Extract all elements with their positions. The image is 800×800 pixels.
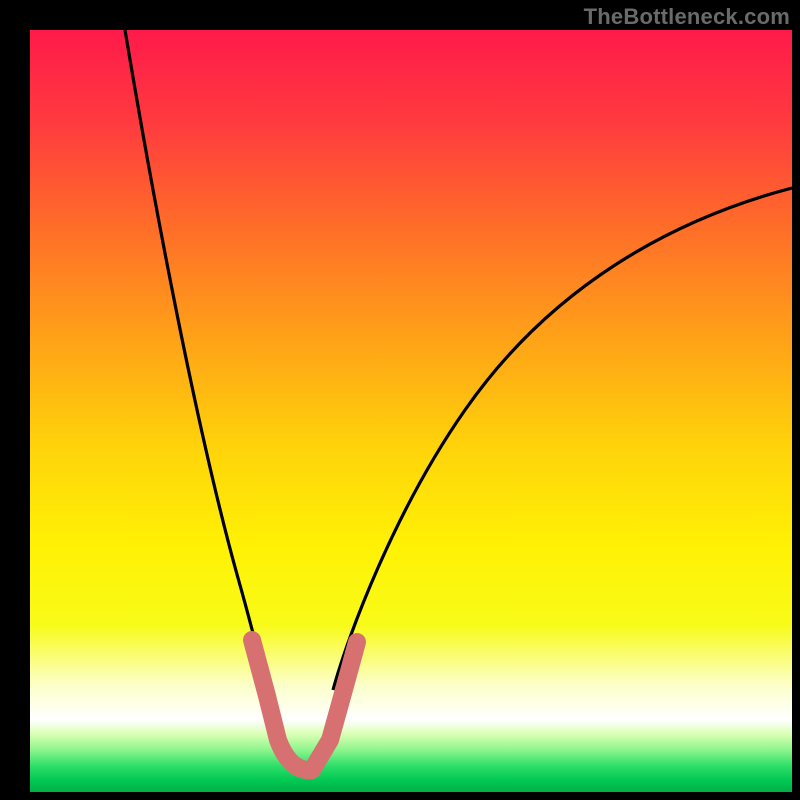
highlight-dot [322,732,338,748]
highlight-dot [337,678,353,694]
bottleneck-curve [125,30,792,690]
highlight-dot [270,732,286,748]
highlight-dot [349,634,365,650]
watermark-text: TheBottleneck.com [584,4,790,30]
highlight-dot [244,632,260,648]
curve-layer [30,30,792,792]
plot-area [30,30,792,792]
highlight-dot [259,688,275,704]
